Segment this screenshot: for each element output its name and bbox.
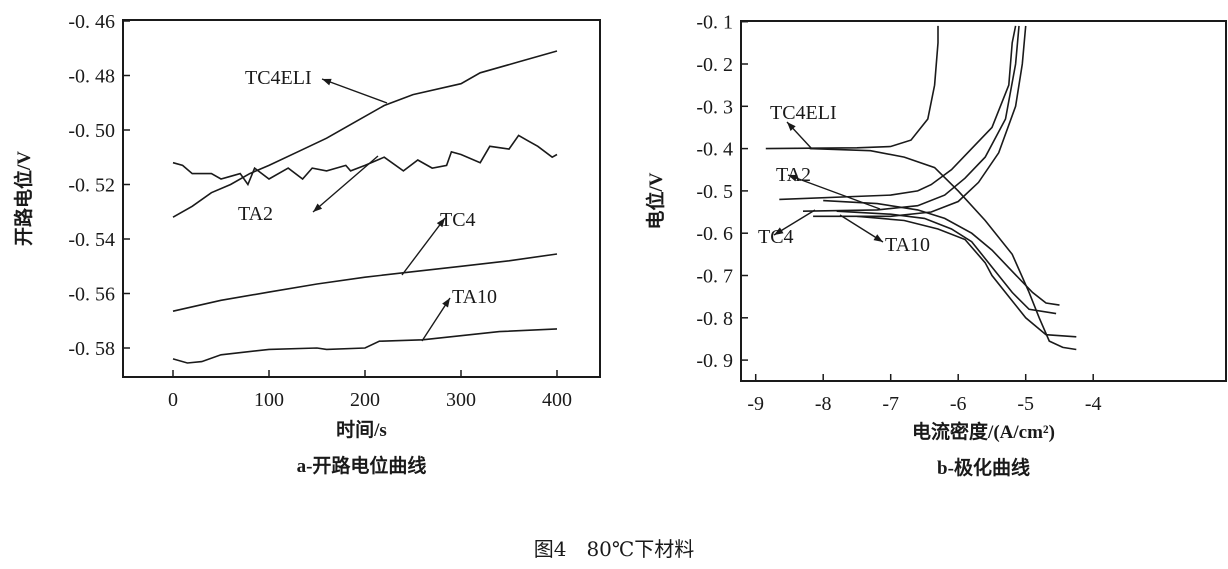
chart-b-polarization: -9 -8 -7 -6 -5 -4 -0. 1 -0. 2 -0. 3 -0. 4 -0. 5 -0.… [644, 12, 1227, 479]
series-tc4-line [172, 253, 558, 312]
y-tick-label: -0. 50 [68, 120, 115, 142]
y-tick-label: -0. 4 [696, 139, 733, 161]
series-ta10-anodic-line [813, 25, 1027, 218]
y-tick-label: -0. 56 [68, 284, 115, 306]
series-tc4-label: TC4 [440, 209, 476, 231]
series-ta10-arrow-head [873, 234, 883, 242]
x-tick-label: -5 [1017, 393, 1034, 415]
series-tc4eli-cathodic-line [809, 147, 1077, 351]
series-ta2-arrow-head [788, 174, 798, 182]
series-ta2-anodic-line [779, 25, 1017, 201]
y-tick-label: -0. 58 [68, 338, 115, 360]
series-tc4eli-arrow-head [322, 78, 332, 86]
y-tick-label: -0. 8 [696, 308, 733, 330]
series-tc4-label: TC4 [758, 226, 794, 248]
y-tick-label: -0. 46 [68, 11, 115, 33]
y-tick-label: -0. 1 [696, 12, 733, 34]
series-ta2-label: TA2 [238, 203, 273, 225]
x-tick-label: 200 [350, 389, 380, 411]
series-ta2-arrow [312, 155, 379, 213]
series-tc4eli-anodic-line [765, 25, 939, 150]
x-tick-label: -7 [882, 393, 899, 415]
series-ta10-line [172, 328, 558, 364]
series-ta2-arrow [787, 174, 881, 210]
plot-frame [740, 20, 1227, 382]
y-axis-label: 开路电位/V [12, 151, 35, 246]
series-tc4-anodic-line [802, 25, 1020, 212]
series-tc4eli-arrow [321, 78, 388, 104]
series-tc4eli-line [172, 50, 558, 218]
series-tc4-arrow-head [774, 227, 784, 235]
y-axis-label: 电位/V [644, 172, 667, 229]
x-axis-label: 时间/s [336, 419, 387, 441]
series-ta10-arrow-head [442, 298, 450, 308]
y-tick-label: -0. 6 [696, 223, 733, 245]
x-tick-label: -6 [950, 393, 967, 415]
x-axis-label: 电流密度/(A/cm²) [912, 420, 1055, 443]
x-tick-label: 400 [542, 389, 572, 411]
x-tick-label: -8 [815, 393, 832, 415]
chart-subtitle: a-开路电位曲线 [297, 454, 427, 477]
figure-caption: 图4 80℃下材料 [534, 537, 695, 561]
series-ta10-label: TA10 [452, 286, 497, 308]
y-tick-label: -0. 48 [68, 66, 115, 88]
plot-frame [122, 19, 601, 378]
series-tc4-arrow-head [436, 218, 445, 228]
y-tick-label: -0. 7 [696, 266, 733, 288]
series-tc4-cathodic-line [836, 210, 1057, 315]
x-tick-label: 100 [254, 389, 284, 411]
y-tick-label: -0. 9 [696, 350, 733, 372]
x-tick-label: 0 [168, 389, 178, 411]
series-ta10-cathodic-line [856, 215, 1077, 338]
series-ta10-label: TA10 [885, 234, 930, 256]
series-ta2-line [172, 134, 558, 187]
x-tick-label: -9 [747, 393, 764, 415]
y-tick-label: -0. 54 [68, 229, 115, 251]
chart-a-open-circuit-potential: 0 100 200 300 400 -0. 46 -0. 48 -0. 50 -0. 52 -0.… [12, 11, 601, 477]
series-ta2-arrow-head [313, 203, 323, 212]
y-tick-label: -0. 2 [696, 54, 733, 76]
chart-subtitle: b-极化曲线 [937, 456, 1030, 479]
series-tc4-arrow [401, 217, 446, 276]
y-tick-label: -0. 5 [696, 181, 733, 203]
series-tc4eli-label: TC4ELI [245, 67, 312, 89]
series-tc4eli-label: TC4ELI [770, 102, 837, 124]
y-tick-label: -0. 3 [696, 96, 733, 118]
series-ta2-cathodic-line [823, 199, 1060, 306]
x-tick-label: 300 [446, 389, 476, 411]
series-tc4eli-arrow-head [787, 122, 796, 131]
y-tick-label: -0. 52 [68, 175, 115, 197]
x-tick-label: -4 [1085, 393, 1102, 415]
